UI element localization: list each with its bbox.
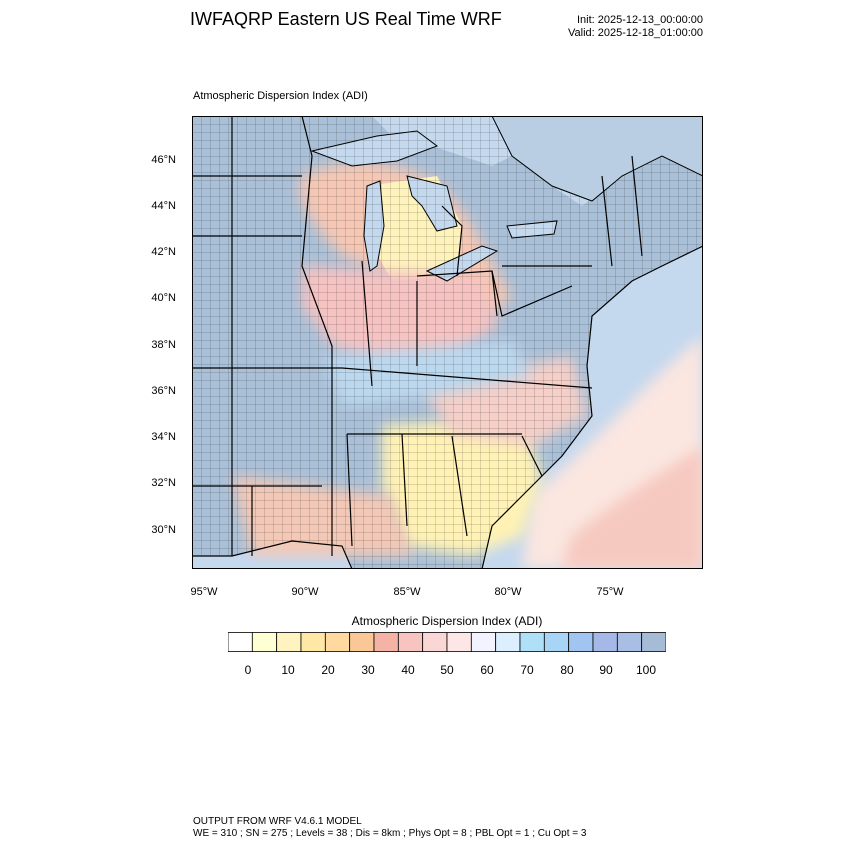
- colorbar-swatch: [422, 632, 448, 652]
- colorbar-tick-label: 100: [635, 663, 657, 677]
- canada-border: [491, 116, 703, 202]
- state-borders: [192, 116, 643, 556]
- colorbar-tick-label: 20: [321, 663, 335, 677]
- model-info-footer: OUTPUT FROM WRF V4.6.1 MODEL WE = 310 ; …: [193, 816, 586, 840]
- colorbar-swatch: [495, 632, 521, 652]
- canada-land: [492, 116, 703, 201]
- coastline: [192, 245, 703, 569]
- colorbar-swatch: [470, 632, 497, 652]
- lat-label: 40°N: [151, 292, 176, 304]
- colorbar-tick-label: 80: [560, 663, 574, 677]
- colorbar-swatch: [543, 632, 570, 652]
- colorbar-swatch: [616, 632, 643, 652]
- model-version: OUTPUT FROM WRF V4.6.1 MODEL: [193, 816, 362, 827]
- colorbar-swatch: [592, 632, 618, 652]
- colorbar: [228, 632, 666, 652]
- lat-label: 30°N: [151, 524, 176, 536]
- colorbar-tick-label: 60: [480, 663, 494, 677]
- lon-label: 75°W: [596, 586, 624, 598]
- map-plot: [192, 116, 703, 569]
- colorbar-swatch: [324, 632, 351, 652]
- model-config: WE = 310 ; SN = 275 ; Levels = 38 ; Dis …: [193, 828, 587, 839]
- colorbar-swatch: [300, 632, 326, 652]
- time-info: Init: 2025-12-13_00:00:00 Valid: 2025-12…: [520, 14, 703, 40]
- colorbar-title: Atmospheric Dispersion Index (ADI): [351, 614, 543, 628]
- colorbar-swatch: [228, 632, 253, 652]
- colorbar-tick-label: 50: [440, 663, 454, 677]
- valid-time: Valid: 2025-12-18_01:00:00: [568, 27, 703, 39]
- colorbar-swatch: [568, 632, 594, 652]
- colorbar-tick-label: 0: [244, 663, 252, 677]
- lat-label: 38°N: [151, 339, 176, 351]
- lat-label: 46°N: [151, 154, 176, 166]
- lat-label: 42°N: [151, 246, 176, 258]
- colorbar-swatch: [251, 632, 278, 652]
- lat-label: 32°N: [151, 477, 176, 489]
- init-time: Init: 2025-12-13_00:00:00: [577, 14, 703, 26]
- panel-title: Atmospheric Dispersion Index (ADI): [193, 90, 368, 102]
- ocean-pink-band: [562, 446, 703, 569]
- page-title: IWFAQRP Eastern US Real Time WRF: [190, 9, 502, 29]
- colorbar-swatch: [446, 632, 472, 652]
- colorbar-swatch: [349, 632, 375, 652]
- colorbar-tick-label: 40: [401, 663, 415, 677]
- lon-label: 80°W: [494, 586, 522, 598]
- colorbar-swatch: [519, 632, 545, 652]
- lon-label: 90°W: [291, 586, 319, 598]
- colorbar-tick-label: 30: [361, 663, 375, 677]
- lat-label: 44°N: [151, 200, 176, 212]
- colorbar-swatch: [641, 632, 666, 652]
- lat-label: 34°N: [151, 431, 176, 443]
- colorbar-tick-label: 90: [599, 663, 613, 677]
- lon-label: 85°W: [393, 586, 421, 598]
- colorbar-tick-label: 70: [520, 663, 534, 677]
- colorbar-swatch: [373, 632, 399, 652]
- colorbar-swatch: [276, 632, 302, 652]
- lon-label: 95°W: [190, 586, 218, 598]
- colorbar-tick-label: 10: [281, 663, 295, 677]
- lat-label: 36°N: [151, 385, 176, 397]
- colorbar-swatch: [397, 632, 424, 652]
